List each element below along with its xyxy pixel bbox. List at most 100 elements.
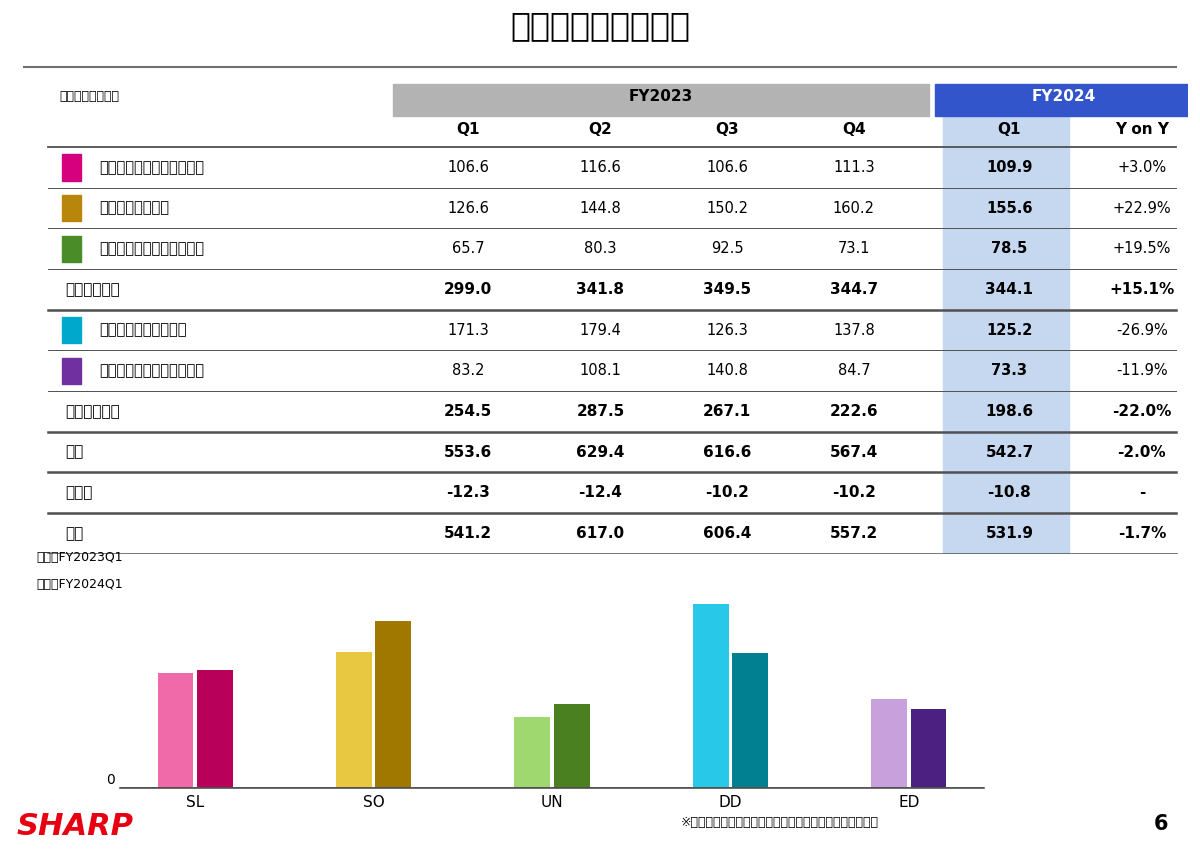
Text: ディスプレイデバイス: ディスプレイデバイス [100, 323, 187, 337]
Text: 254.5: 254.5 [444, 404, 492, 419]
Text: 557.2: 557.2 [829, 526, 878, 541]
Text: 116.6: 116.6 [580, 160, 622, 175]
Text: 341.8: 341.8 [576, 282, 624, 296]
Text: -1.7%: -1.7% [1117, 526, 1166, 541]
Bar [62, 154, 80, 181]
Bar [943, 473, 1069, 512]
Text: 106.6: 106.6 [448, 160, 488, 175]
Text: -11.9%: -11.9% [1116, 363, 1168, 378]
Text: +19.5%: +19.5% [1112, 241, 1171, 256]
Text: ブランド事業: ブランド事業 [65, 282, 120, 296]
Text: 344.1: 344.1 [985, 282, 1033, 296]
Text: 222.6: 222.6 [829, 404, 878, 419]
Text: Q3: Q3 [715, 123, 739, 137]
Text: -12.3: -12.3 [446, 486, 490, 500]
Text: -12.4: -12.4 [578, 486, 623, 500]
Text: 84.7: 84.7 [838, 363, 870, 378]
Bar [943, 187, 1069, 227]
Text: -10.8: -10.8 [988, 486, 1031, 500]
Text: 111.3: 111.3 [833, 160, 875, 175]
Text: 右棒：FY2024Q1: 右棒：FY2024Q1 [36, 578, 122, 591]
Text: +22.9%: +22.9% [1112, 200, 1171, 216]
Text: 73.3: 73.3 [991, 363, 1027, 378]
Text: FY2024: FY2024 [1032, 89, 1097, 105]
Text: 541.2: 541.2 [444, 526, 492, 541]
Text: 617.0: 617.0 [576, 526, 624, 541]
Text: 144.8: 144.8 [580, 200, 622, 216]
Text: +15.1%: +15.1% [1109, 282, 1175, 296]
Bar [197, 670, 233, 788]
Text: 349.5: 349.5 [703, 282, 751, 296]
Text: スマートライフ＆エナジー: スマートライフ＆エナジー [100, 160, 204, 175]
Text: 567.4: 567.4 [829, 445, 878, 459]
Text: 65.7: 65.7 [451, 241, 485, 256]
Text: ユニバーサルネットワーク: ユニバーサルネットワーク [100, 241, 204, 256]
Text: 73.1: 73.1 [838, 241, 870, 256]
Text: Q1: Q1 [456, 123, 480, 137]
Text: 126.6: 126.6 [448, 200, 488, 216]
Text: セグメント別売上高: セグメント別売上高 [510, 9, 690, 42]
Text: 531.9: 531.9 [985, 526, 1033, 541]
Bar [62, 358, 80, 384]
Text: 553.6: 553.6 [444, 445, 492, 459]
Bar [394, 84, 929, 116]
Text: 179.4: 179.4 [580, 323, 622, 337]
Text: 160.2: 160.2 [833, 200, 875, 216]
Bar [943, 391, 1069, 431]
Text: デバイス事業: デバイス事業 [65, 404, 120, 419]
Text: -22.0%: -22.0% [1112, 404, 1171, 419]
Text: Y on Y: Y on Y [1115, 123, 1169, 137]
Bar [336, 652, 372, 788]
Text: Q2: Q2 [589, 123, 612, 137]
Text: 171.3: 171.3 [448, 323, 488, 337]
Bar [62, 235, 80, 262]
Text: -10.2: -10.2 [832, 486, 876, 500]
Bar [871, 699, 907, 788]
Bar [943, 513, 1069, 553]
Text: 左棒：FY2023Q1: 左棒：FY2023Q1 [36, 551, 122, 564]
Text: 140.8: 140.8 [707, 363, 748, 378]
Text: SHARP: SHARP [17, 812, 133, 841]
Text: 267.1: 267.1 [703, 404, 751, 419]
Text: -10.2: -10.2 [706, 486, 749, 500]
Text: -2.0%: -2.0% [1117, 445, 1166, 459]
Bar [62, 317, 80, 343]
Text: 198.6: 198.6 [985, 404, 1033, 419]
Text: 629.4: 629.4 [576, 445, 625, 459]
Bar [935, 84, 1194, 116]
Text: 106.6: 106.6 [707, 160, 748, 175]
Bar [515, 717, 550, 788]
Text: 109.9: 109.9 [986, 160, 1033, 175]
Text: 125.2: 125.2 [986, 323, 1033, 337]
Bar [62, 195, 80, 222]
Text: 542.7: 542.7 [985, 445, 1033, 459]
Text: FY2023: FY2023 [629, 89, 694, 105]
Text: 0: 0 [107, 773, 115, 787]
Text: 80.3: 80.3 [584, 241, 617, 256]
Bar [943, 228, 1069, 268]
Bar [692, 604, 728, 788]
Bar [157, 673, 193, 788]
Bar [911, 710, 947, 788]
Text: 小計: 小計 [65, 445, 83, 459]
Bar [943, 350, 1069, 390]
Bar [943, 147, 1069, 187]
Text: 78.5: 78.5 [991, 241, 1027, 256]
Text: 調整額: 調整額 [65, 486, 92, 500]
Text: 6: 6 [1153, 815, 1169, 834]
Bar [943, 310, 1069, 349]
Text: 616.6: 616.6 [703, 445, 751, 459]
Text: 287.5: 287.5 [576, 404, 625, 419]
Bar [943, 269, 1069, 308]
Text: スマートオフィス: スマートオフィス [100, 200, 169, 216]
Text: 137.8: 137.8 [833, 323, 875, 337]
Text: +3.0%: +3.0% [1117, 160, 1166, 175]
Bar [376, 621, 412, 788]
Text: Q4: Q4 [842, 123, 865, 137]
Text: 合計: 合計 [65, 526, 83, 541]
Text: 126.3: 126.3 [707, 323, 748, 337]
Bar [554, 704, 589, 788]
Text: （単位：十億円）: （単位：十億円） [59, 90, 119, 103]
Text: 606.4: 606.4 [703, 526, 751, 541]
Bar [732, 653, 768, 788]
